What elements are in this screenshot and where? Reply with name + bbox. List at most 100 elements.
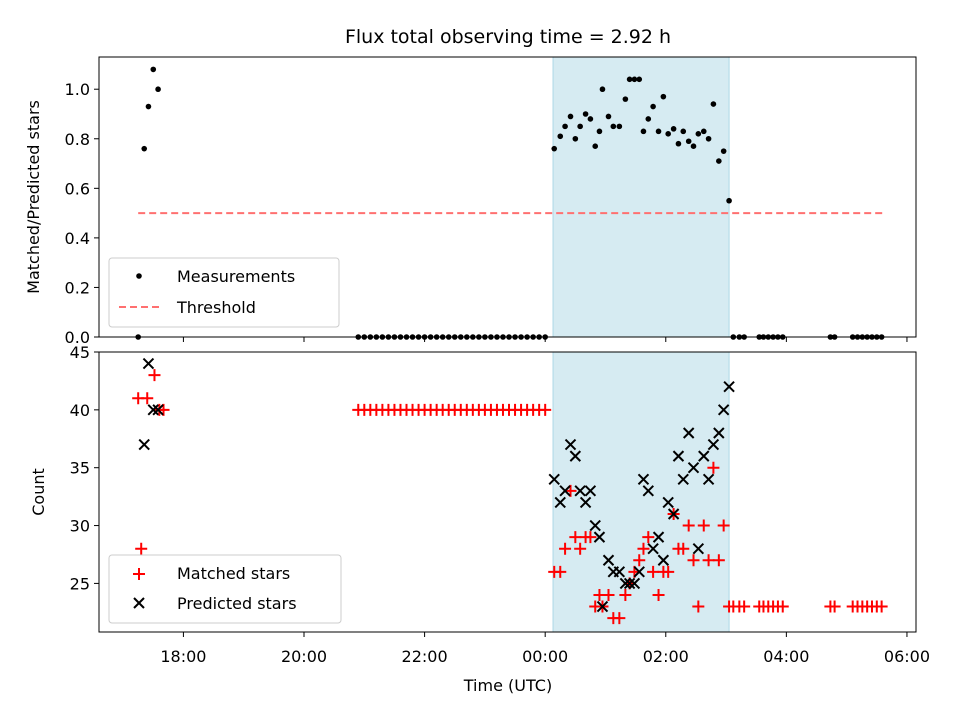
counts-y-ticks: 25 30 35 40 45 — [70, 343, 99, 593]
matched-stars-point — [539, 403, 552, 416]
measurements-point — [145, 103, 152, 110]
measurements-point — [700, 128, 707, 135]
predicted-stars-point — [548, 473, 560, 485]
y-tick-label: 40 — [70, 401, 90, 420]
legend-matched-marker — [133, 568, 145, 580]
predicted-stars-point — [574, 485, 586, 497]
x-tick-label: 04:00 — [763, 647, 809, 666]
ratio-legend-box — [108, 257, 340, 328]
measurements-point — [567, 113, 574, 120]
predicted-stars-point — [596, 600, 609, 613]
measurements-point — [705, 135, 712, 142]
predicted-stars-point — [687, 461, 700, 474]
predicted-stars-point — [559, 485, 571, 497]
y-tick-label: 25 — [70, 574, 90, 593]
predicted-stars-point — [662, 496, 674, 509]
counts-x-ticks: 18:00 20:00 22:00 00:00 02:00 04:00 06:00 — [160, 632, 930, 666]
measurements-point — [582, 111, 589, 117]
counts-legend: Matched stars Predicted stars — [108, 554, 342, 624]
predicted-stars-point — [589, 519, 601, 532]
matched-stars-point — [619, 588, 632, 601]
legend-matched-label: Matched stars — [177, 564, 290, 583]
measurements-point — [665, 131, 671, 137]
legend-predicted-marker — [133, 597, 145, 609]
matched-stars-point — [564, 484, 577, 497]
matched-stars-point — [642, 531, 655, 544]
predicted-stars-point — [569, 450, 582, 462]
measurements-point — [636, 76, 643, 83]
matched-stars-point — [584, 531, 597, 544]
ratio-y-axis-label: Matched/Predicted stars — [24, 100, 43, 294]
matched-stars-point — [135, 542, 148, 555]
matched-stars-point — [647, 565, 660, 578]
matched-stars-point — [702, 554, 715, 567]
measurements-point — [720, 148, 727, 154]
predicted-stars-point — [667, 508, 680, 520]
y-tick-label: 45 — [70, 343, 90, 362]
counts-legend-box — [108, 554, 342, 624]
predicted-stars-point — [633, 566, 645, 578]
matched-stars-point — [652, 588, 665, 601]
ratio-axes-frame — [98, 56, 917, 338]
measurements-point — [626, 76, 633, 83]
predicted-stars-point — [138, 438, 150, 451]
predicted-stars-point — [677, 473, 689, 485]
predicted-stars-point — [142, 357, 155, 370]
predicted-stars-point — [554, 496, 566, 509]
measurements-point — [670, 126, 677, 132]
y-tick-label: 35 — [70, 459, 90, 478]
measurements-point — [680, 128, 687, 135]
predicted-stars-point — [564, 438, 577, 451]
predicted-stars-point — [147, 404, 159, 416]
measurements-point — [622, 96, 629, 102]
measurements-point — [645, 116, 652, 122]
matched-stars-point — [692, 600, 705, 613]
matched-stars-point — [738, 600, 751, 613]
measurements-point — [655, 128, 662, 135]
matched-stars-point — [717, 519, 730, 532]
predicted-stars-point — [623, 577, 636, 590]
matched-stars-point — [574, 542, 587, 555]
predicted-stars-point — [672, 450, 685, 462]
measurements-point — [592, 143, 599, 150]
x-tick-label: 00:00 — [522, 647, 568, 666]
counts-panel: 25 30 35 40 45 18:00 20:00 22:00 00:00 02:00 04:0… — [29, 343, 930, 695]
measurements-point — [562, 123, 568, 130]
matched-stars-point — [707, 461, 720, 474]
matched-stars-point — [712, 554, 725, 567]
measurements-point — [685, 138, 692, 145]
measurements-point — [660, 93, 667, 100]
matched-stars-point — [637, 542, 650, 555]
y-tick-label: 0.8 — [65, 130, 90, 149]
predicted-stars-point — [682, 427, 695, 439]
x-tick-label: 18:00 — [160, 647, 206, 666]
legend-measurements-label: Measurements — [177, 267, 295, 286]
matched-stars-point — [157, 403, 170, 416]
matched-stars-point — [602, 588, 615, 601]
ratio-legend: Measurements Threshold — [108, 257, 340, 328]
predicted-stars-point — [652, 531, 665, 543]
measurements-point — [675, 140, 682, 147]
predicted-stars-point — [593, 531, 606, 543]
measurements-point — [551, 145, 558, 152]
x-tick-label: 20:00 — [281, 647, 327, 666]
predicted-stars-point — [637, 473, 650, 485]
matched-stars-point — [662, 565, 675, 578]
x-tick-label: 06:00 — [884, 647, 930, 666]
ratio-y-ticks: 0.0 0.2 0.4 0.6 0.8 1.0 — [65, 80, 99, 347]
matched-stars-point — [559, 542, 572, 555]
measurements-point — [726, 197, 732, 204]
predicted-stars-point — [619, 577, 632, 590]
matched-stars-point — [141, 392, 154, 405]
matched-stars-point — [682, 519, 695, 532]
measurements-point — [631, 76, 638, 83]
measurements-point — [599, 86, 606, 93]
predicted-stars-point — [713, 427, 725, 439]
predicted-stars-point — [692, 542, 705, 555]
predicted-stars-point — [579, 496, 592, 509]
matched-stars-point — [148, 369, 161, 382]
predicted-stars-point — [584, 485, 597, 497]
matched-stars-point — [687, 554, 700, 567]
measurements-point — [650, 103, 656, 110]
